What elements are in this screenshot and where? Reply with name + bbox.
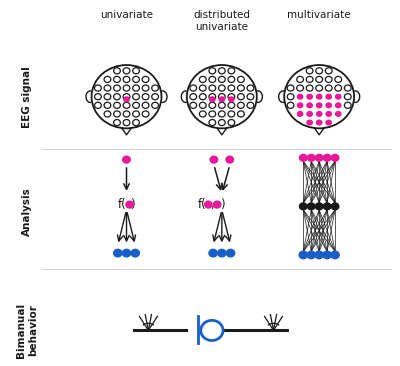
Circle shape <box>204 201 212 208</box>
Text: f(: f( <box>117 198 126 211</box>
Circle shape <box>316 111 322 117</box>
Circle shape <box>306 111 313 117</box>
Circle shape <box>123 96 130 102</box>
Circle shape <box>325 111 332 117</box>
Text: ,: , <box>210 198 214 211</box>
Circle shape <box>331 154 339 161</box>
Circle shape <box>335 94 342 100</box>
Circle shape <box>331 251 339 259</box>
Text: Analysis: Analysis <box>22 187 32 236</box>
Circle shape <box>325 94 332 100</box>
Circle shape <box>297 102 304 108</box>
Circle shape <box>316 102 322 108</box>
Circle shape <box>218 96 225 102</box>
Circle shape <box>308 203 315 210</box>
Circle shape <box>114 249 122 257</box>
Circle shape <box>325 120 332 126</box>
Text: multivariate: multivariate <box>287 10 351 20</box>
Circle shape <box>323 251 331 259</box>
Circle shape <box>218 249 226 257</box>
Circle shape <box>306 102 313 108</box>
Circle shape <box>209 96 216 102</box>
Circle shape <box>226 156 234 163</box>
Text: Bimanual
behavior: Bimanual behavior <box>16 303 38 358</box>
Circle shape <box>315 251 323 259</box>
Circle shape <box>297 111 304 117</box>
Text: ): ) <box>130 198 134 211</box>
Circle shape <box>300 203 307 210</box>
Circle shape <box>315 154 323 161</box>
Circle shape <box>306 120 313 126</box>
Circle shape <box>213 201 221 208</box>
Circle shape <box>307 251 315 259</box>
Circle shape <box>335 111 342 117</box>
Circle shape <box>297 94 304 100</box>
Circle shape <box>315 203 323 210</box>
Circle shape <box>323 203 331 210</box>
Circle shape <box>228 96 235 102</box>
Circle shape <box>335 102 342 108</box>
Text: ): ) <box>220 198 225 211</box>
Text: univariate: univariate <box>100 10 153 20</box>
Circle shape <box>299 251 308 259</box>
Circle shape <box>131 249 140 257</box>
Circle shape <box>123 156 130 163</box>
Circle shape <box>122 249 131 257</box>
Circle shape <box>316 120 322 126</box>
Text: f(: f( <box>198 198 207 211</box>
Circle shape <box>308 154 315 161</box>
Circle shape <box>210 156 218 163</box>
Circle shape <box>126 201 134 208</box>
Text: distributed
univariate: distributed univariate <box>193 10 250 32</box>
Circle shape <box>316 94 322 100</box>
Text: EEG signal: EEG signal <box>22 66 32 128</box>
Circle shape <box>331 203 339 210</box>
Circle shape <box>306 94 313 100</box>
Circle shape <box>226 249 235 257</box>
Circle shape <box>300 154 307 161</box>
Circle shape <box>325 102 332 108</box>
Circle shape <box>209 249 217 257</box>
Circle shape <box>323 154 331 161</box>
